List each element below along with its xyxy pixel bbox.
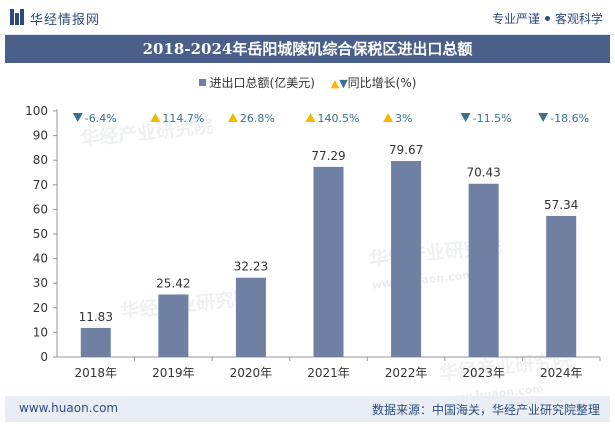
triangle-down-icon: ▼ bbox=[339, 77, 348, 90]
y-tick-label: 90 bbox=[33, 129, 48, 143]
slogan-left: 专业严谨 bbox=[491, 12, 540, 26]
slogan-right: 客观科学 bbox=[554, 12, 603, 26]
title-bar: 2018-2024年岳阳城陵矶综合保税区进出口总额 bbox=[5, 35, 610, 63]
x-tick-label: 2022年 bbox=[385, 366, 428, 380]
bar-value-label: 11.83 bbox=[79, 310, 113, 324]
bar bbox=[546, 215, 577, 357]
bar bbox=[235, 277, 266, 357]
growth-label: -18.6% bbox=[550, 112, 589, 125]
legend-item-growth: ▲▼同比增长(%) bbox=[331, 74, 417, 91]
growth-down-marker bbox=[460, 113, 471, 122]
dot-separator-icon bbox=[544, 16, 550, 21]
chart-title: 2018-2024年岳阳城陵矶综合保税区进出口总额 bbox=[142, 40, 473, 58]
growth-up-marker bbox=[305, 113, 316, 122]
growth-down-marker bbox=[72, 113, 83, 122]
logo-icon bbox=[10, 9, 24, 25]
growth-down-marker bbox=[538, 113, 549, 122]
legend-item-bar: 进出口总额(亿美元) bbox=[198, 74, 315, 91]
y-tick-label: 0 bbox=[40, 350, 48, 364]
bar bbox=[468, 183, 499, 357]
y-tick-label: 30 bbox=[33, 276, 48, 290]
footer-url: www.huaon.com bbox=[19, 401, 119, 415]
triangle-up-icon: ▲ bbox=[330, 77, 340, 90]
bar bbox=[80, 327, 111, 357]
y-tick-label: 60 bbox=[33, 202, 48, 216]
x-tick-label: 2020年 bbox=[230, 366, 273, 380]
bar-value-label: 32.23 bbox=[234, 260, 268, 274]
legend: 进出口总额(亿美元) ▲▼同比增长(%) bbox=[0, 74, 615, 91]
y-tick-label: 20 bbox=[33, 301, 48, 315]
y-tick-label: 70 bbox=[33, 178, 48, 192]
x-tick-label: 2018年 bbox=[75, 366, 118, 380]
y-tick-label: 80 bbox=[33, 153, 48, 167]
growth-label: 26.8% bbox=[240, 112, 275, 125]
x-tick-label: 2021年 bbox=[307, 366, 350, 380]
bar-swatch-icon bbox=[198, 79, 206, 86]
growth-label: 140.5% bbox=[318, 112, 360, 125]
growth-up-marker bbox=[150, 113, 161, 122]
x-tick-label: 2019年 bbox=[152, 366, 195, 380]
growth-label: -11.5% bbox=[473, 112, 512, 125]
growth-label: 3% bbox=[395, 112, 412, 125]
legend-growth-label: 同比增长(%) bbox=[347, 76, 417, 90]
bar-value-label: 70.43 bbox=[466, 166, 500, 180]
legend-bar-label: 进出口总额(亿美元) bbox=[209, 76, 315, 90]
bar-value-label: 79.67 bbox=[389, 143, 423, 157]
slogan: 专业严谨 客观科学 bbox=[492, 10, 603, 27]
growth-up-marker bbox=[227, 113, 238, 122]
y-tick-label: 40 bbox=[33, 252, 48, 266]
bar-value-label: 25.42 bbox=[156, 276, 190, 290]
growth-label: 114.7% bbox=[162, 112, 204, 125]
y-tick-label: 50 bbox=[33, 227, 48, 241]
bar bbox=[313, 166, 344, 357]
y-tick-label: 100 bbox=[25, 104, 48, 118]
footer: www.huaon.com 数据来源：中国海关，华经产业研究院整理 bbox=[5, 396, 610, 422]
bar-value-label: 57.34 bbox=[544, 198, 578, 212]
y-tick-label: 10 bbox=[33, 325, 48, 339]
growth-label: -6.4% bbox=[85, 112, 117, 125]
footer-source: 数据来源：中国海关，华经产业研究院整理 bbox=[371, 403, 600, 417]
top-bar: 华经情报网 专业严谨 客观科学 bbox=[0, 0, 615, 35]
bar-value-label: 77.29 bbox=[311, 149, 345, 163]
logo-text: 华经情报网 bbox=[30, 13, 101, 28]
bar bbox=[158, 294, 189, 357]
x-tick-label: 2024年 bbox=[540, 366, 583, 380]
x-tick-label: 2023年 bbox=[462, 366, 505, 380]
bar bbox=[391, 161, 422, 357]
growth-up-marker bbox=[383, 113, 394, 122]
